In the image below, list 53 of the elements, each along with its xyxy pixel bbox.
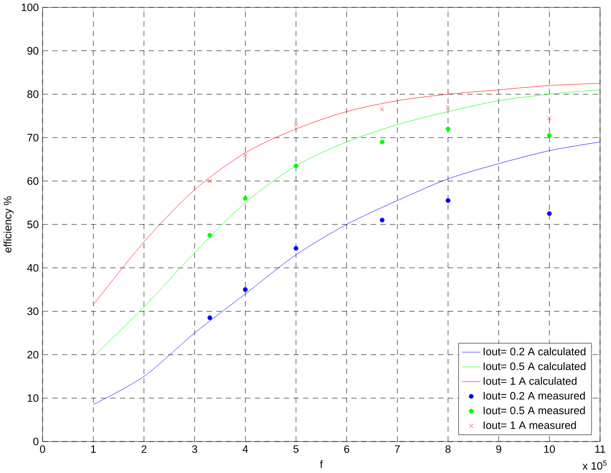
x-tick-label: 8: [446, 445, 451, 453]
x-tick-label: 4: [242, 445, 248, 453]
point: [380, 107, 384, 112]
legend-label: Iout= 0.5 A measured: [484, 406, 585, 414]
x-tick-label: 11: [595, 445, 606, 453]
y-tick-label: 40: [27, 264, 38, 272]
y-tick-label: 10: [28, 394, 38, 402]
legend-label: Iout= 0.5 A calculated: [484, 362, 586, 370]
point: [547, 211, 552, 216]
legend-label: Iout= 0.2 A measured: [484, 392, 585, 400]
text: x 10$^{5}$: [582, 460, 607, 470]
x-tick-label: 2: [142, 445, 146, 453]
point: [547, 116, 552, 120]
y-tick-label: 90: [27, 46, 38, 54]
y-tick-label: 20: [27, 350, 38, 358]
point: [207, 315, 212, 320]
y-tick-label: 100: [22, 3, 38, 12]
point: [207, 232, 212, 238]
x-tick-label: 3: [192, 445, 198, 453]
y-axis-title: efficiency %: [4, 196, 14, 252]
y-tick-label: 0: [33, 438, 38, 446]
x-tick-label: 10: [544, 445, 555, 453]
point: [242, 287, 248, 292]
point: [294, 246, 298, 251]
y-tick-label: 70: [27, 134, 38, 142]
y-tick-label: 30: [27, 307, 38, 315]
x-tick-label: 1: [91, 445, 96, 453]
legend-label: Iout= 1 A calculated: [484, 376, 576, 385]
point: [242, 196, 248, 201]
line-series: [93, 90, 600, 357]
point: [294, 163, 298, 168]
point: [446, 126, 450, 132]
point: [446, 198, 450, 203]
line-series: [93, 142, 600, 405]
legend-label: Iout= 1 A measured: [484, 421, 576, 429]
x-axis-title: f: [320, 460, 323, 468]
x-tick-label: 7: [394, 445, 400, 453]
x-tick-label: 5: [293, 445, 299, 453]
x-tick-label: 6: [344, 445, 350, 453]
line-series: [93, 83, 600, 305]
x-tick-label: 9: [496, 445, 502, 453]
point: [294, 122, 298, 127]
point: [446, 104, 450, 110]
point: [243, 152, 248, 157]
y-tick-label: 80: [27, 90, 38, 98]
y-tick-label: 60: [27, 177, 38, 185]
y-tick-label: 50: [27, 220, 38, 228]
point: [208, 178, 212, 184]
legend-label: Iout= 0.2 A calculated: [484, 347, 586, 356]
point: [380, 218, 385, 222]
point: [380, 139, 385, 144]
point: [547, 132, 552, 138]
x-tick-label: 0: [40, 445, 46, 453]
